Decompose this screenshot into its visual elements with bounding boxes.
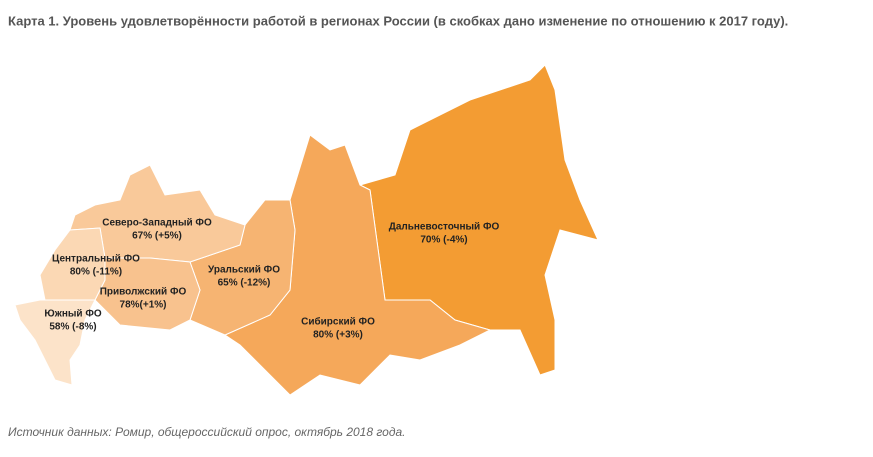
region-label: 65% (-12%) [218, 278, 271, 289]
region-label: 67% (+5%) [132, 231, 182, 242]
region-name: Южный ФО [44, 309, 102, 320]
region-label: 80% (+3%) [313, 330, 363, 341]
region-name: Дальневосточный ФО [389, 222, 500, 233]
source: Источник данных: Ромир, общероссийский о… [8, 425, 405, 439]
region-label: 78%(+1%) [120, 300, 167, 311]
region-label: 58% (-8%) [49, 322, 96, 333]
region-name: Сибирский ФО [301, 316, 375, 328]
region-label: 70% (-4%) [420, 235, 467, 246]
title: Карта 1. Уровень удовлетворённости работ… [8, 13, 788, 28]
region-south [14, 299, 96, 386]
region-name: Приволжский ФО [100, 287, 187, 298]
region-label: 80% (-11%) [70, 267, 122, 278]
region-name: Северо-Западный ФО [102, 218, 212, 229]
region-name: Центральный ФО [52, 254, 140, 265]
region-name: Уральский ФО [208, 265, 280, 276]
